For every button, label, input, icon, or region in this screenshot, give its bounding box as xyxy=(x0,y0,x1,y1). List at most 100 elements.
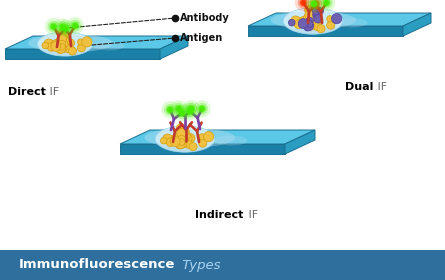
Circle shape xyxy=(64,26,68,31)
Circle shape xyxy=(182,103,198,119)
Circle shape xyxy=(61,33,69,41)
Circle shape xyxy=(309,9,317,18)
Circle shape xyxy=(72,22,79,29)
Circle shape xyxy=(59,24,66,31)
Circle shape xyxy=(58,43,65,50)
Circle shape xyxy=(308,0,324,12)
Circle shape xyxy=(62,25,69,32)
Circle shape xyxy=(197,103,207,114)
Ellipse shape xyxy=(155,126,214,152)
Circle shape xyxy=(305,10,314,20)
Text: Indirect: Indirect xyxy=(195,210,243,220)
Text: IF: IF xyxy=(46,87,59,97)
Circle shape xyxy=(304,6,313,14)
Circle shape xyxy=(182,136,188,142)
Circle shape xyxy=(162,134,173,144)
Circle shape xyxy=(309,16,318,25)
Circle shape xyxy=(180,111,184,115)
Circle shape xyxy=(44,39,54,49)
Circle shape xyxy=(198,105,206,112)
Circle shape xyxy=(180,136,187,143)
Text: Antigen: Antigen xyxy=(180,33,223,43)
Circle shape xyxy=(162,102,178,118)
Circle shape xyxy=(177,129,186,138)
Circle shape xyxy=(48,21,59,32)
Text: Antibody: Antibody xyxy=(180,13,230,23)
Circle shape xyxy=(61,36,70,45)
Circle shape xyxy=(306,17,313,25)
Circle shape xyxy=(178,109,186,116)
Circle shape xyxy=(60,40,67,48)
Circle shape xyxy=(67,18,83,34)
Circle shape xyxy=(312,2,316,6)
Circle shape xyxy=(70,20,81,31)
Circle shape xyxy=(175,105,182,112)
Ellipse shape xyxy=(144,128,235,148)
Circle shape xyxy=(181,134,190,143)
Circle shape xyxy=(189,143,197,151)
Ellipse shape xyxy=(283,8,343,34)
Ellipse shape xyxy=(28,34,113,52)
Circle shape xyxy=(184,106,195,117)
Circle shape xyxy=(310,13,318,22)
Ellipse shape xyxy=(94,41,125,50)
Circle shape xyxy=(186,108,194,115)
Circle shape xyxy=(176,131,184,140)
Circle shape xyxy=(170,134,181,145)
Ellipse shape xyxy=(337,18,368,27)
Circle shape xyxy=(176,142,183,149)
Ellipse shape xyxy=(214,136,247,145)
Text: Direct: Direct xyxy=(8,87,46,97)
Circle shape xyxy=(177,106,181,111)
Circle shape xyxy=(200,107,204,111)
Circle shape xyxy=(57,30,65,38)
Circle shape xyxy=(58,20,74,36)
Polygon shape xyxy=(5,36,188,49)
Circle shape xyxy=(310,18,316,24)
Circle shape xyxy=(182,131,190,140)
Circle shape xyxy=(312,16,320,24)
Circle shape xyxy=(61,23,72,34)
Circle shape xyxy=(306,11,316,22)
Circle shape xyxy=(311,0,321,9)
Circle shape xyxy=(174,105,190,121)
Circle shape xyxy=(73,24,77,28)
Circle shape xyxy=(177,108,187,118)
Bar xyxy=(0,250,445,280)
Circle shape xyxy=(51,41,61,51)
Circle shape xyxy=(57,34,67,43)
Text: IF: IF xyxy=(374,82,387,92)
Polygon shape xyxy=(5,49,160,59)
Circle shape xyxy=(312,0,320,7)
Circle shape xyxy=(319,0,335,11)
Circle shape xyxy=(327,21,335,29)
Text: Dual: Dual xyxy=(345,82,373,92)
Circle shape xyxy=(77,39,84,45)
Circle shape xyxy=(203,132,214,142)
Circle shape xyxy=(42,42,49,49)
Circle shape xyxy=(298,19,308,29)
Circle shape xyxy=(45,18,61,34)
Circle shape xyxy=(312,6,322,16)
Circle shape xyxy=(306,0,322,12)
Circle shape xyxy=(59,45,67,53)
Circle shape xyxy=(160,137,167,144)
Circle shape xyxy=(51,39,61,50)
Circle shape xyxy=(168,108,172,112)
Circle shape xyxy=(177,124,185,132)
Circle shape xyxy=(47,43,56,51)
Circle shape xyxy=(50,23,57,30)
Circle shape xyxy=(314,16,323,25)
Circle shape xyxy=(298,0,309,8)
Circle shape xyxy=(188,105,194,112)
Circle shape xyxy=(300,0,307,6)
Circle shape xyxy=(304,24,311,31)
Circle shape xyxy=(186,134,195,143)
Circle shape xyxy=(312,22,320,30)
Circle shape xyxy=(317,25,325,33)
Circle shape xyxy=(288,19,295,26)
Circle shape xyxy=(170,137,180,146)
Circle shape xyxy=(60,41,68,48)
Circle shape xyxy=(181,127,189,136)
Circle shape xyxy=(178,129,188,140)
